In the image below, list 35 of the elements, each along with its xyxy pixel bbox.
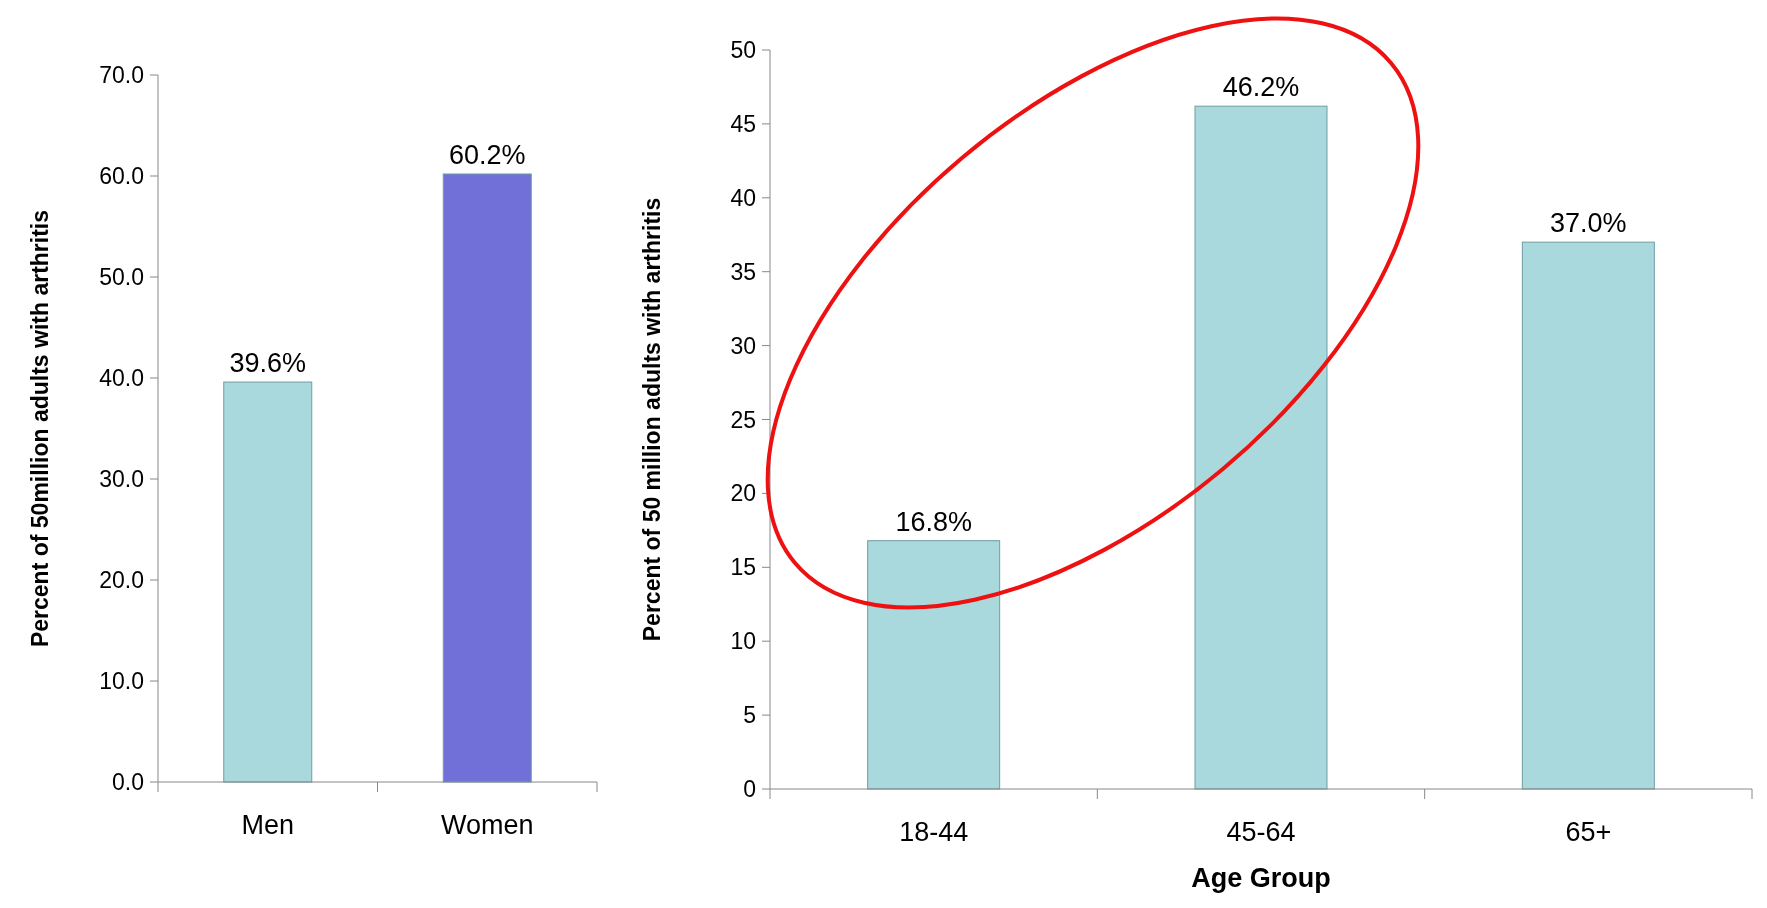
- y-tick-label: 0: [743, 776, 756, 803]
- x-tick-label: 18-44: [899, 817, 969, 847]
- y-axis-title: Percent of 50million adults with arthritis: [27, 209, 53, 648]
- data-label: 37.0%: [1550, 208, 1627, 239]
- y-tick-label: 40.0: [99, 365, 144, 392]
- y-tick-label: 45: [730, 110, 756, 137]
- y-tick-label: 5: [743, 702, 756, 729]
- y-tick-label: 20: [730, 480, 756, 507]
- bar: [867, 540, 1001, 790]
- y-tick-label: 30.0: [99, 466, 144, 493]
- y-tick-label: 35: [730, 258, 756, 285]
- y-tick-label: 40: [730, 184, 756, 211]
- x-tick-label: 65+: [1565, 817, 1612, 847]
- y-axis-title: Percent of 50 million adults with arthritis: [639, 197, 665, 642]
- x-tick-label: Women: [440, 810, 534, 840]
- data-label: 46.2%: [1222, 72, 1300, 103]
- y-tick-label: 70.0: [99, 62, 144, 89]
- y-tick-label: 50: [730, 37, 756, 64]
- y-tick-label: 10: [730, 628, 756, 655]
- y-tick-label: 20.0: [99, 567, 144, 594]
- bar: [1521, 241, 1655, 790]
- y-tick-label: 25: [730, 406, 756, 433]
- y-tick-label: 15: [730, 554, 756, 581]
- x-tick-label: Men: [241, 810, 295, 840]
- x-axis-title: Age Group: [1191, 863, 1331, 893]
- y-tick-label: 10.0: [99, 668, 144, 695]
- y-tick-label: 50.0: [99, 264, 144, 291]
- y-tick-label: 0.0: [112, 769, 144, 796]
- data-label: 39.6%: [229, 348, 307, 379]
- y-tick-label: 60.0: [99, 163, 144, 190]
- x-tick-label: 45-64: [1226, 817, 1296, 847]
- bar: [1194, 105, 1328, 790]
- y-tick-label: 30: [730, 332, 756, 359]
- data-label: 16.8%: [895, 506, 972, 537]
- data-label: 60.2%: [448, 139, 526, 170]
